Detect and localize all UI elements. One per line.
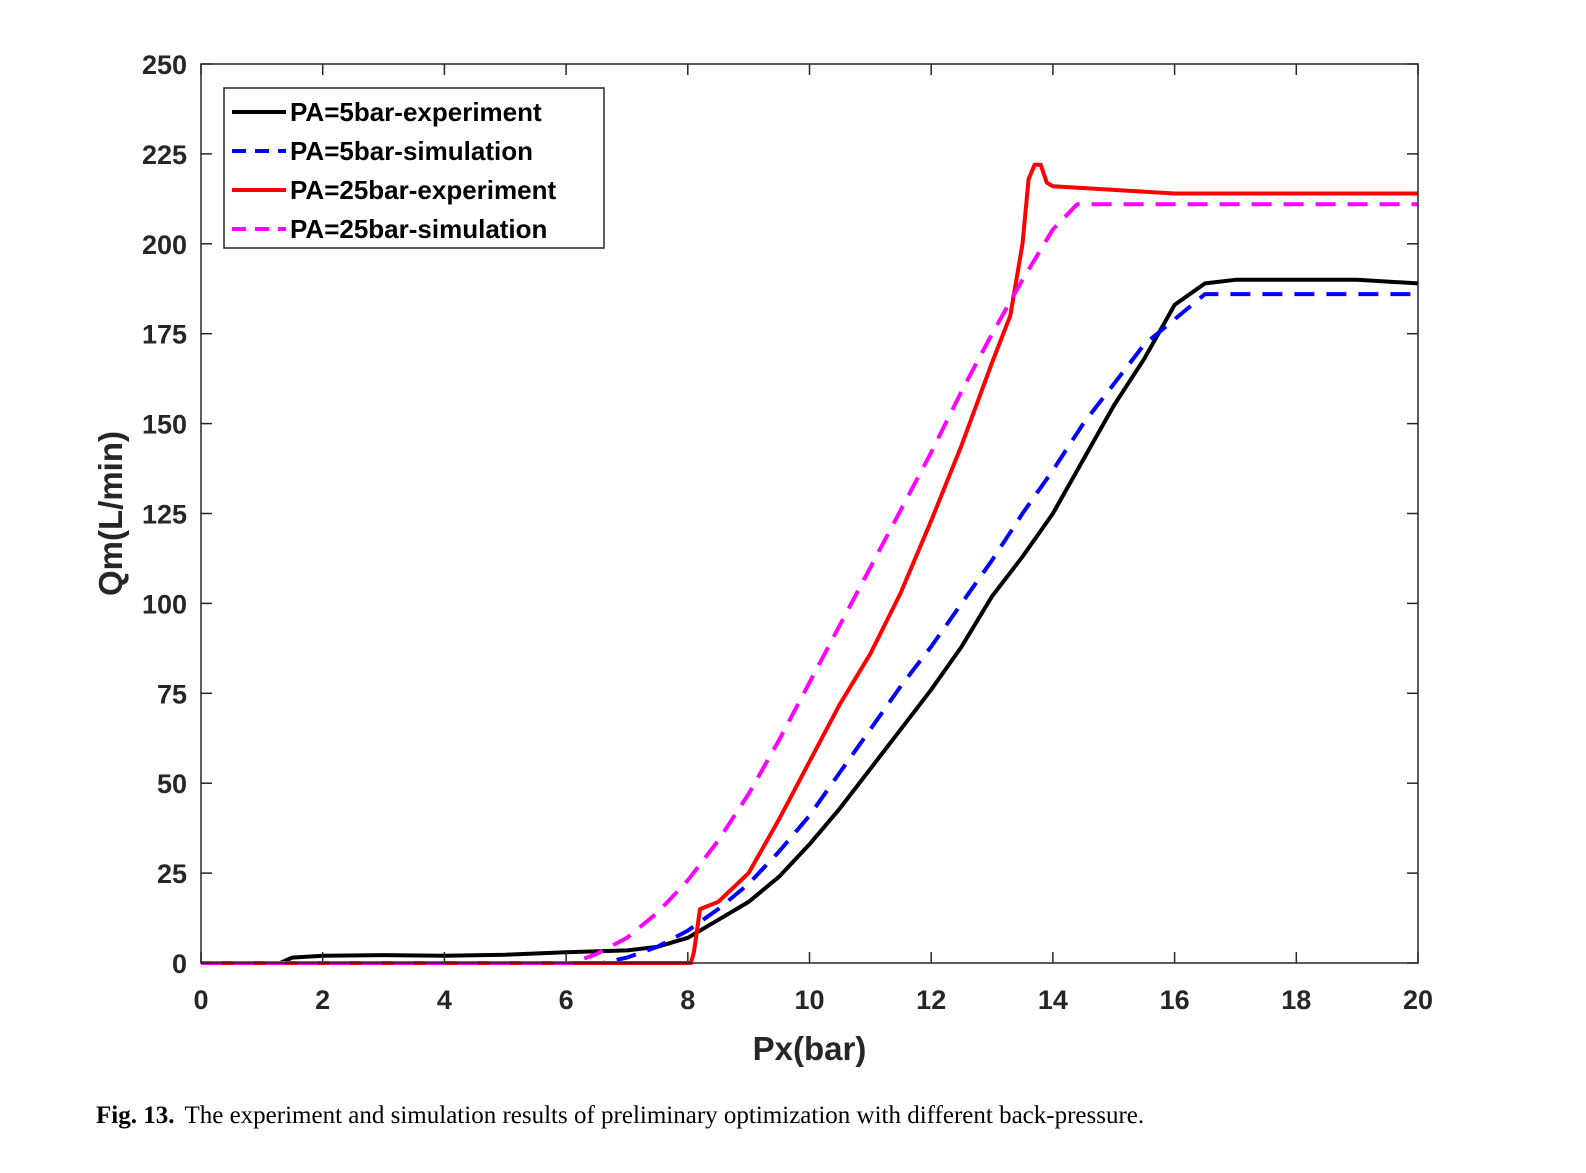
y-tick-label: 250	[142, 50, 187, 80]
y-tick-label: 175	[142, 320, 187, 350]
x-tick-label: 20	[1403, 985, 1433, 1015]
legend-label-4: PA=25bar-simulation	[290, 214, 547, 244]
legend-label-1: PA=5bar-experiment	[290, 97, 542, 127]
y-tick-label: 125	[142, 500, 187, 530]
caption-label: Fig. 13.	[96, 1102, 175, 1129]
x-tick-label: 18	[1281, 985, 1311, 1015]
legend-label-3: PA=25bar-experiment	[290, 175, 556, 205]
x-tick-label: 6	[559, 985, 574, 1015]
series-line-2	[201, 292, 1418, 965]
y-tick-label: 225	[142, 140, 187, 170]
y-tick-label: 50	[157, 769, 187, 799]
x-tick-label: 12	[916, 985, 946, 1015]
x-tick-label: 16	[1160, 985, 1190, 1015]
x-tick-label: 10	[794, 985, 824, 1015]
ticks: 0 2 4 6 8 10 12 14 16 18 2002550751001251501752002…	[142, 50, 1433, 1015]
y-tick-label: 100	[142, 589, 187, 619]
series-line-3	[201, 162, 1418, 965]
figure-caption: Fig. 13. The experiment and simulation re…	[96, 1102, 1516, 1130]
caption-text: The experiment and simulation results of…	[184, 1102, 1145, 1129]
x-tick-label: 14	[1038, 985, 1068, 1015]
x-tick-label: 8	[680, 985, 695, 1015]
y-tick-label: 150	[142, 410, 187, 440]
series-line-4	[201, 202, 1418, 965]
y-tick-label: 25	[157, 859, 187, 889]
y-tick-label: 75	[157, 679, 187, 709]
x-axis-label: Px(bar)	[753, 1030, 867, 1067]
x-tick-label: 4	[437, 985, 452, 1015]
x-tick-label: 0	[193, 985, 208, 1015]
legend-box	[223, 87, 605, 249]
y-tick-label: 0	[172, 949, 187, 979]
x-tick-label: 2	[315, 985, 330, 1015]
legend: PA=5bar-experiment PA=5bar-simulation PA=2…	[223, 87, 605, 249]
legend-label-2: PA=5bar-simulation	[290, 136, 533, 166]
y-axis-label: Qm(L/min)	[92, 431, 129, 596]
series-line-1	[201, 277, 1419, 965]
y-tick-label: 200	[142, 230, 187, 260]
series-layer	[201, 162, 1419, 965]
